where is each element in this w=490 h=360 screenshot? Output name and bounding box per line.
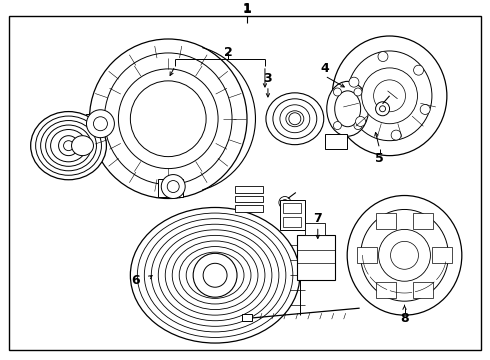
Text: 4: 4 — [320, 62, 329, 75]
Ellipse shape — [46, 125, 92, 166]
Ellipse shape — [172, 241, 258, 310]
Circle shape — [119, 69, 218, 168]
Ellipse shape — [50, 130, 87, 162]
Bar — [242, 314, 252, 321]
Bar — [235, 206, 263, 212]
Circle shape — [203, 263, 227, 287]
Ellipse shape — [90, 39, 247, 198]
Ellipse shape — [179, 247, 251, 304]
Ellipse shape — [130, 207, 300, 343]
Ellipse shape — [36, 116, 101, 175]
Text: 1: 1 — [243, 3, 251, 15]
Text: 6: 6 — [131, 274, 140, 287]
Ellipse shape — [31, 112, 106, 180]
Text: 3: 3 — [264, 72, 272, 85]
Circle shape — [354, 88, 362, 96]
Circle shape — [130, 81, 206, 157]
Text: 7: 7 — [314, 212, 322, 225]
Ellipse shape — [72, 136, 94, 156]
Bar — [376, 282, 395, 298]
Bar — [414, 213, 434, 229]
Bar — [432, 247, 452, 263]
Ellipse shape — [151, 224, 279, 326]
Bar — [283, 217, 301, 228]
Circle shape — [94, 117, 107, 131]
Ellipse shape — [158, 230, 272, 321]
Ellipse shape — [104, 53, 232, 185]
Circle shape — [279, 197, 291, 208]
Circle shape — [87, 110, 114, 138]
Bar — [87, 114, 102, 134]
Text: 1: 1 — [243, 1, 251, 15]
Bar — [297, 235, 335, 280]
Circle shape — [362, 68, 417, 124]
Circle shape — [333, 122, 342, 130]
Circle shape — [282, 199, 288, 206]
Bar — [414, 282, 434, 298]
Bar — [283, 203, 301, 213]
Circle shape — [420, 104, 430, 114]
Ellipse shape — [286, 111, 304, 127]
Ellipse shape — [266, 93, 324, 145]
Bar — [235, 185, 263, 193]
Ellipse shape — [332, 36, 447, 156]
Circle shape — [391, 241, 418, 269]
Ellipse shape — [361, 210, 448, 301]
Ellipse shape — [137, 213, 293, 337]
Circle shape — [379, 229, 430, 281]
Circle shape — [378, 51, 388, 62]
Bar — [325, 134, 347, 149]
Ellipse shape — [145, 219, 286, 332]
Circle shape — [333, 88, 342, 96]
Circle shape — [380, 106, 386, 112]
Circle shape — [376, 102, 390, 116]
Circle shape — [373, 80, 406, 112]
Ellipse shape — [335, 91, 361, 127]
Ellipse shape — [347, 51, 432, 141]
Bar — [235, 195, 263, 202]
Bar — [376, 213, 395, 229]
Circle shape — [161, 175, 185, 198]
Circle shape — [356, 117, 366, 126]
Text: 5: 5 — [375, 152, 384, 165]
Circle shape — [64, 141, 74, 150]
Bar — [357, 247, 377, 263]
Ellipse shape — [165, 235, 265, 315]
Circle shape — [354, 122, 362, 130]
Circle shape — [349, 77, 359, 87]
Ellipse shape — [280, 105, 310, 133]
Text: 8: 8 — [400, 312, 409, 325]
Bar — [158, 179, 183, 197]
Text: 2: 2 — [223, 46, 232, 59]
Circle shape — [59, 136, 78, 156]
Ellipse shape — [273, 99, 317, 139]
Ellipse shape — [347, 195, 462, 315]
Ellipse shape — [41, 121, 97, 171]
Ellipse shape — [327, 81, 368, 136]
Bar — [305, 224, 325, 235]
Ellipse shape — [186, 252, 244, 298]
Circle shape — [414, 65, 423, 75]
Circle shape — [391, 130, 401, 140]
Circle shape — [167, 181, 179, 193]
Bar — [280, 201, 305, 230]
Circle shape — [289, 113, 301, 125]
Circle shape — [193, 253, 237, 297]
